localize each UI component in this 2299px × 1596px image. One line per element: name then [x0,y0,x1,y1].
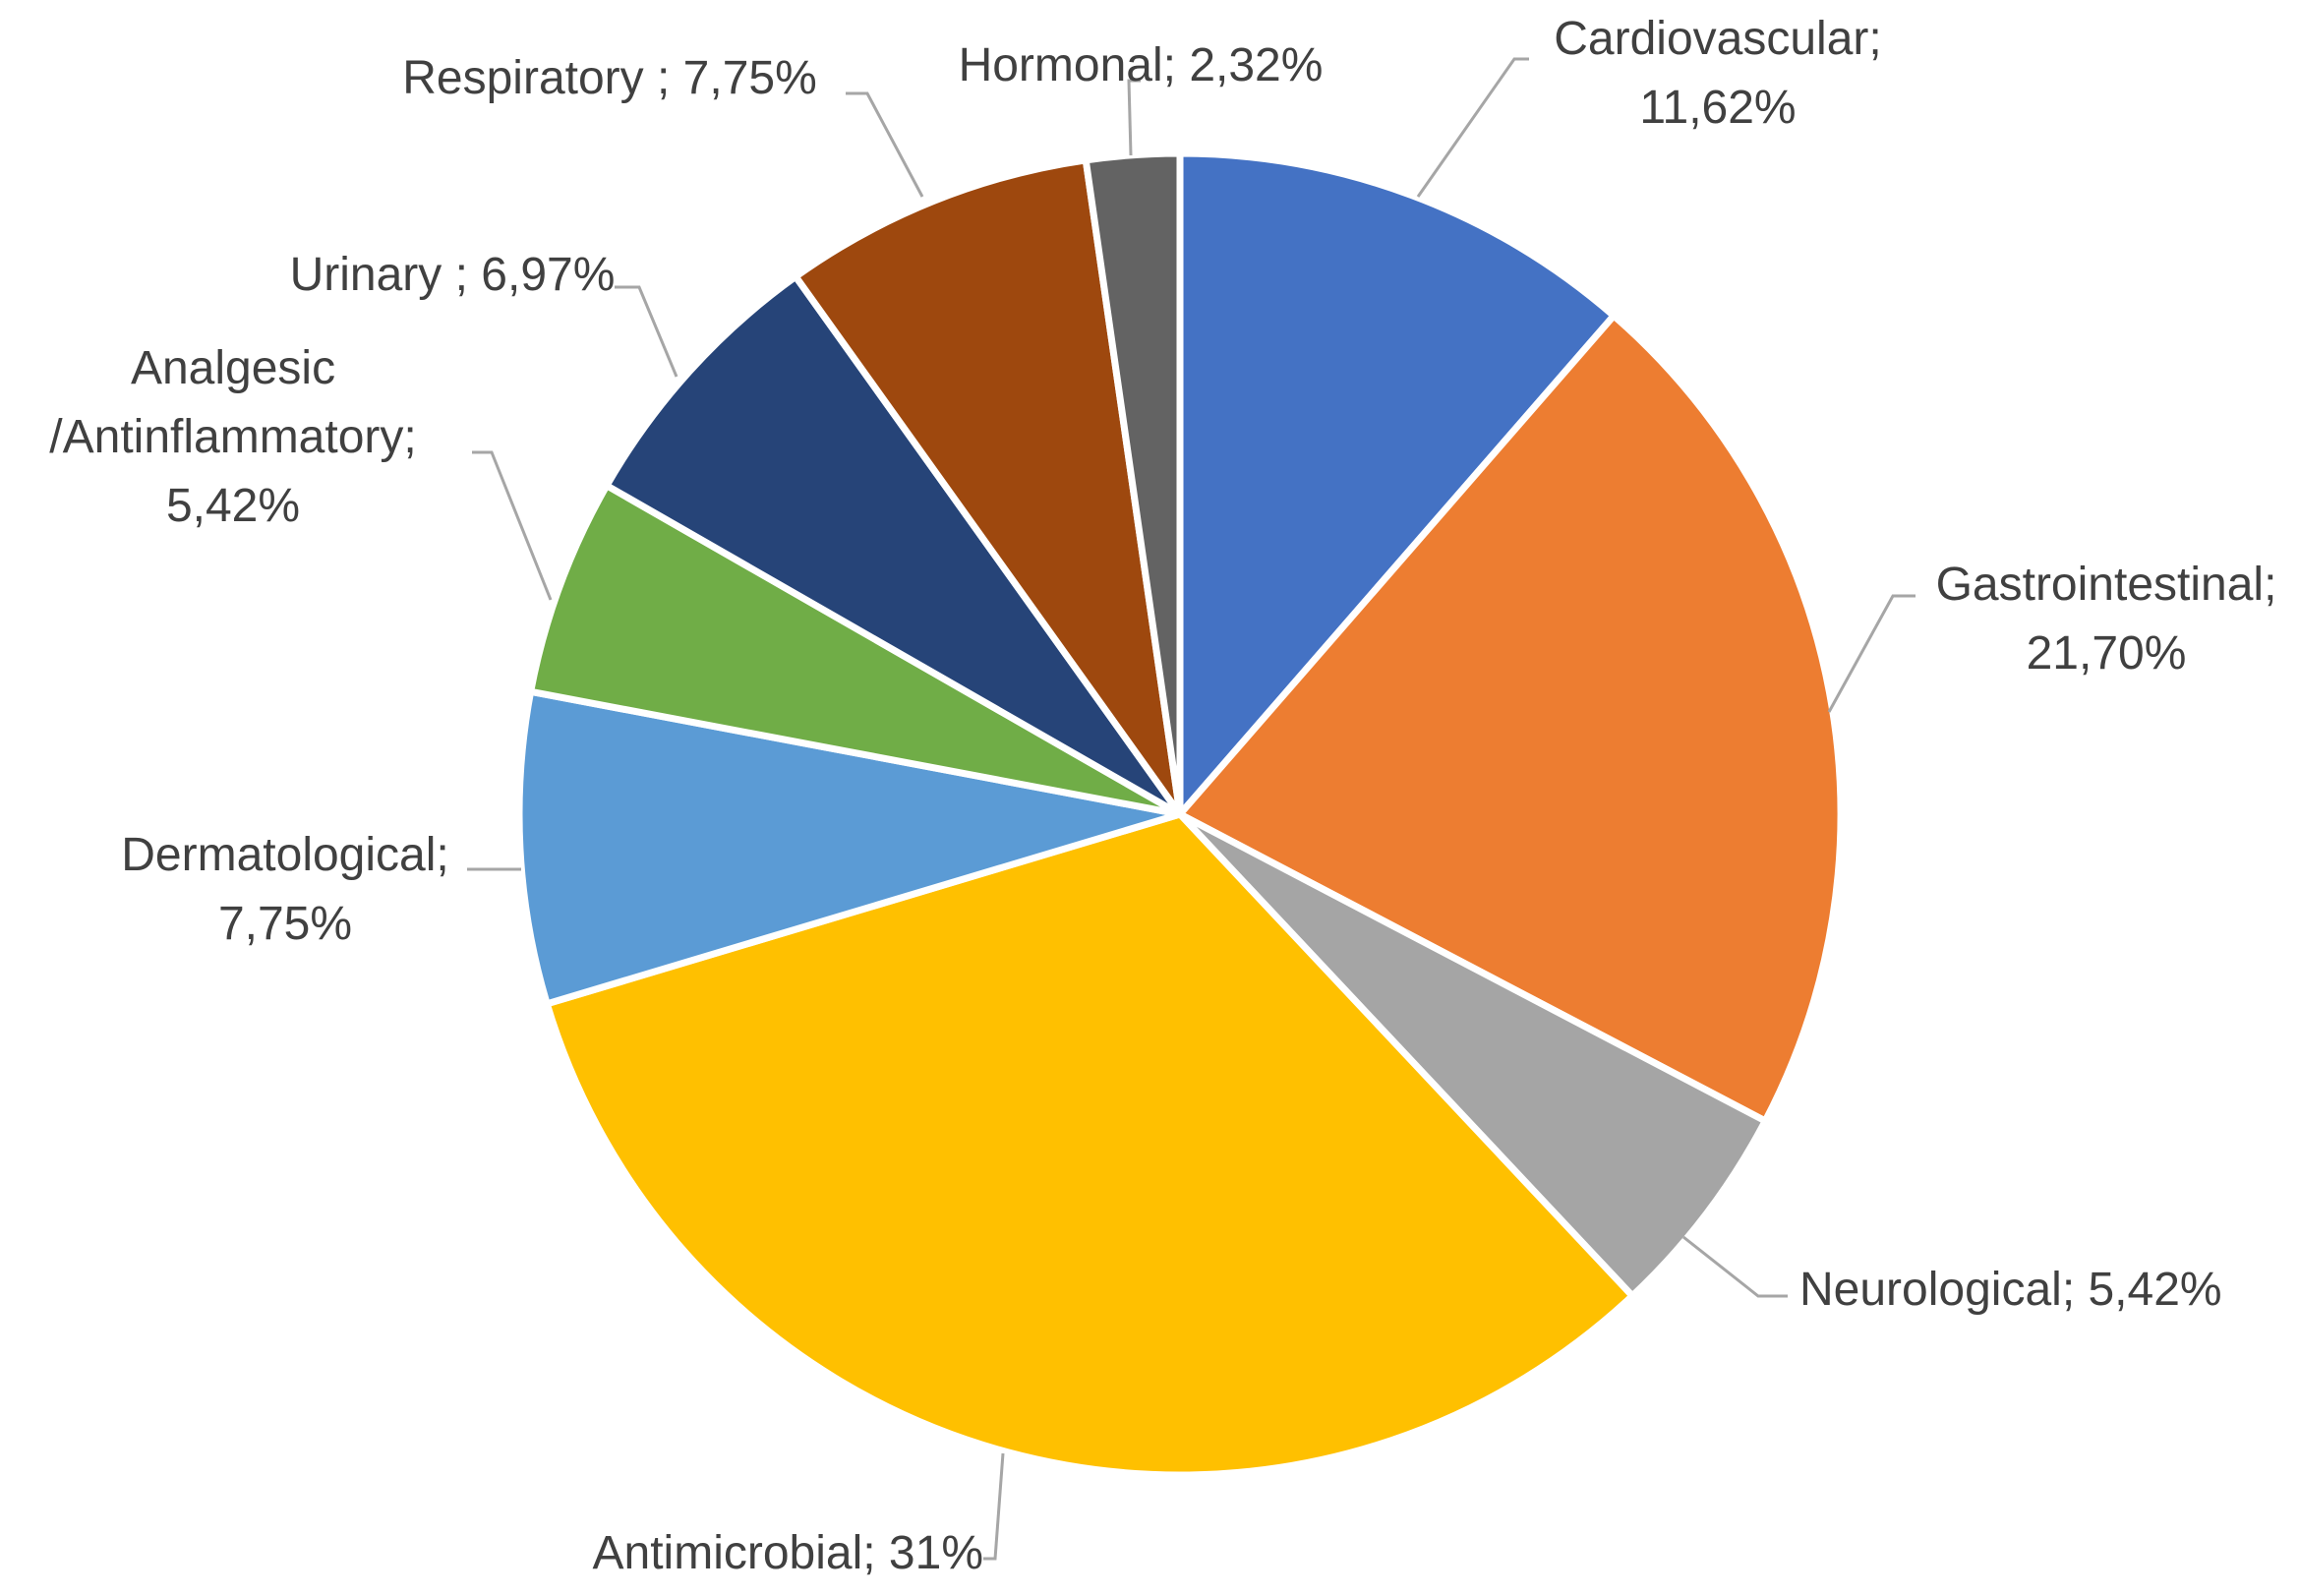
data-label-line: Hormonal; 2,32% [959,39,1324,91]
data-label: Hormonal; 2,32% [959,39,1324,91]
leader-line [1682,1235,1788,1298]
leader-line [1416,57,1529,198]
pie-slice [602,271,1183,818]
leader-line [472,450,553,601]
data-label: Cardiovascular; 11,62% [1554,13,1881,134]
data-label-line: Analgesic [131,342,335,394]
data-label-line: Cardiovascular; [1554,13,1881,65]
leader-lines [467,57,1916,1561]
pie-slice [526,480,1182,818]
data-label-line: 5,42% [166,480,300,532]
data-label-line: Antimicrobial; 31% [593,1527,984,1579]
pie-slice [1174,311,1845,1126]
data-label: Antimicrobial; 31% [593,1527,984,1579]
leader-line [846,91,924,198]
data-label-line: Neurological; 5,42% [1799,1264,2222,1316]
pie-slice [1177,810,1770,1301]
data-label-line: Dermatological; [121,829,448,881]
data-label-line: Urinary ; 6,97% [290,249,616,301]
data-label-line: /Antinflammatory; [49,411,416,463]
pie-slice [542,810,1637,1479]
data-label: Dermatological; 7,75% [121,829,448,950]
data-label-line: Gastrointestinal; [1936,559,2277,611]
pie-slices [515,149,1845,1479]
leader-line [1827,594,1916,713]
data-label-line: 7,75% [218,898,352,950]
data-label-line: Respiratory ; 7,75% [402,52,817,104]
data-label: Gastrointestinal; 21,70% [1936,559,2277,680]
pie-slice [791,155,1184,817]
leader-line [615,285,678,378]
leader-line [983,1452,1005,1561]
data-labels: Cardiovascular; 11,62% Gastrointestinal; 21… [49,13,2276,1579]
leader-line [1127,79,1141,156]
pie-slice [1082,149,1184,815]
data-label-line: 21,70% [2027,627,2187,680]
data-label: Respiratory ; 7,75% [402,52,817,104]
data-label-line: 11,62% [1639,82,1796,134]
pie-slice [515,687,1182,1009]
data-label: Neurological; 5,42% [1799,1264,2222,1316]
data-label: Urinary ; 6,97% [290,249,616,301]
data-label: Analgesic/Antinflammatory; 5,42% [49,342,416,532]
pie-slice [1176,149,1620,824]
